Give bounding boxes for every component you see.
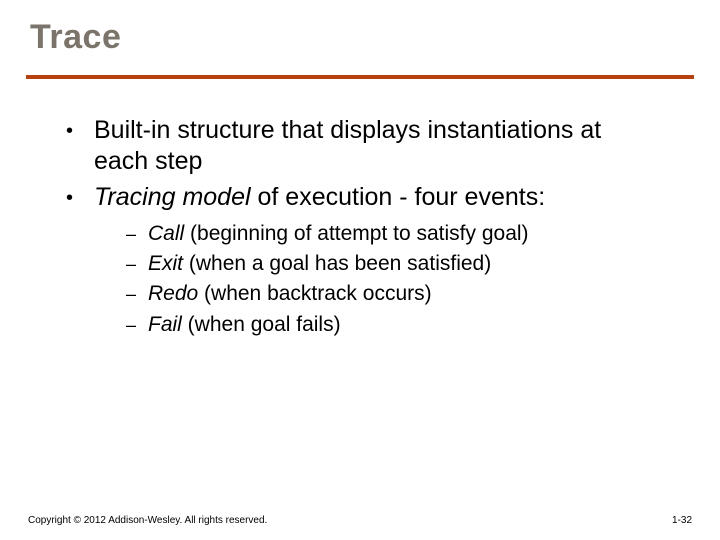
text-run: (when a goal has been satisfied): [183, 252, 491, 275]
sub-bullet-list: – Call (beginning of attempt to satisfy …: [126, 220, 660, 339]
list-item: – Fail (when goal fails): [126, 311, 660, 339]
text-run-italic: Call: [148, 222, 184, 245]
list-item: – Call (beginning of attempt to satisfy …: [126, 220, 660, 248]
sub-bullet-marker: –: [126, 220, 148, 248]
bullet-text: Built-in structure that displays instant…: [94, 115, 660, 178]
sub-bullet-text: Call (beginning of attempt to satisfy go…: [148, 220, 529, 248]
bullet-text: Tracing model of execution - four events…: [94, 182, 545, 213]
page-title: Trace: [0, 0, 720, 57]
sub-bullet-marker: –: [126, 250, 148, 278]
page-number: 1-32: [672, 515, 692, 526]
list-item: – Redo (when backtrack occurs): [126, 280, 660, 308]
text-run: (beginning of attempt to satisfy goal): [184, 222, 528, 245]
copyright-text: Copyright © 2012 Addison-Wesley. All rig…: [28, 515, 267, 526]
text-run: Built-in structure that displays instant…: [94, 116, 601, 175]
bullet-marker: •: [66, 182, 94, 214]
text-run: of execution - four events:: [251, 183, 546, 211]
sub-bullet-marker: –: [126, 280, 148, 308]
bullet-marker: •: [66, 115, 94, 147]
slide: Trace • Built-in structure that displays…: [0, 0, 720, 540]
text-run: (when goal fails): [182, 313, 341, 336]
list-item: • Tracing model of execution - four even…: [66, 182, 660, 339]
slide-footer: Copyright © 2012 Addison-Wesley. All rig…: [28, 515, 692, 526]
text-run: (when backtrack occurs): [198, 282, 431, 305]
bullet-list: • Built-in structure that displays insta…: [66, 115, 660, 339]
list-item: – Exit (when a goal has been satisfied): [126, 250, 660, 278]
sub-bullet-text: Exit (when a goal has been satisfied): [148, 250, 491, 278]
list-item: • Built-in structure that displays insta…: [66, 115, 660, 178]
text-run-italic: Redo: [148, 282, 198, 305]
sub-bullet-text: Fail (when goal fails): [148, 311, 341, 339]
text-run-italic: Fail: [148, 313, 182, 336]
sub-bullet-marker: –: [126, 311, 148, 339]
text-run-italic: Exit: [148, 252, 183, 275]
text-run-italic: Tracing model: [94, 183, 251, 211]
content-area: • Built-in structure that displays insta…: [0, 79, 720, 339]
sub-bullet-text: Redo (when backtrack occurs): [148, 280, 432, 308]
